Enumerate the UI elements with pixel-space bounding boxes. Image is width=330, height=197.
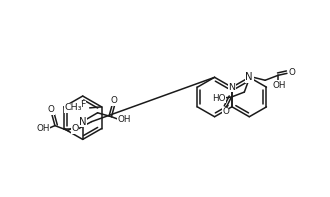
Text: F: F bbox=[80, 100, 85, 109]
Text: OH: OH bbox=[272, 81, 286, 90]
Text: CH₃: CH₃ bbox=[64, 103, 82, 112]
Text: O: O bbox=[48, 105, 54, 114]
Text: OH: OH bbox=[117, 115, 131, 124]
Text: O: O bbox=[222, 107, 229, 116]
Text: N: N bbox=[79, 117, 86, 127]
Text: N: N bbox=[228, 83, 235, 92]
Text: O: O bbox=[71, 124, 79, 133]
Text: N: N bbox=[246, 72, 253, 82]
Text: OH: OH bbox=[36, 124, 50, 133]
Text: O: O bbox=[111, 97, 118, 105]
Text: O: O bbox=[288, 68, 295, 77]
Text: HO: HO bbox=[212, 94, 225, 102]
